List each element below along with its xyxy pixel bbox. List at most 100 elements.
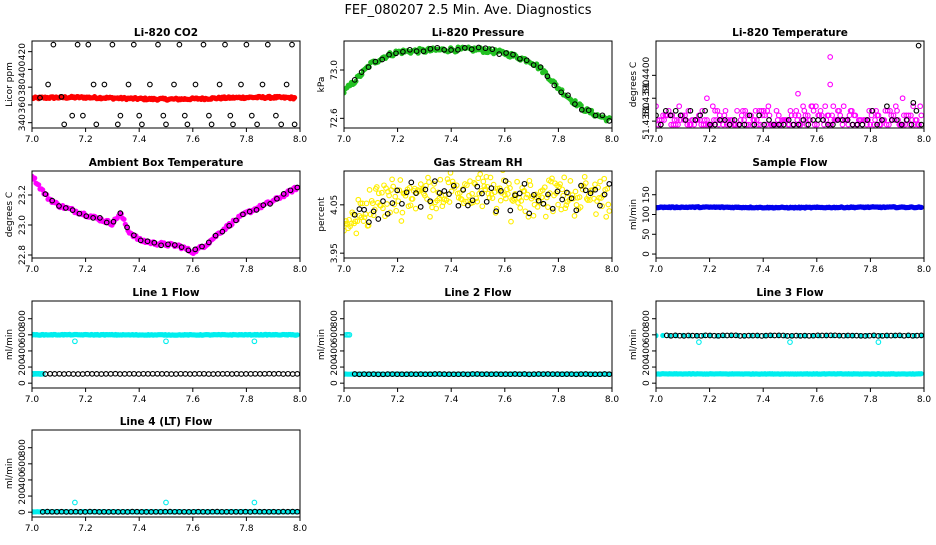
data-point [181, 112, 188, 119]
data-point [412, 205, 419, 212]
data-point [864, 117, 871, 123]
panel-7-data [32, 331, 300, 377]
panel-10-frame [31, 429, 301, 518]
data-point [474, 183, 481, 190]
data-point [884, 103, 890, 110]
data-point [168, 371, 175, 377]
data-point [346, 331, 353, 338]
data-point [578, 182, 584, 189]
data-point [582, 187, 589, 194]
panel-10-data [32, 499, 300, 515]
data-point [606, 208, 612, 214]
data-point [827, 54, 834, 60]
data-point [398, 218, 405, 224]
data-point [80, 112, 86, 119]
data-point [65, 370, 72, 377]
x-tick-label: 7.8 [551, 265, 566, 275]
panel-8-data [344, 331, 612, 378]
x-tick-label: 7.2 [78, 395, 92, 405]
data-point [455, 46, 461, 53]
y-tick-label: 360 [18, 96, 28, 113]
data-point [70, 371, 77, 377]
data-point [434, 44, 441, 51]
data-point [830, 121, 836, 128]
data-point [280, 191, 287, 197]
data-point [413, 48, 420, 54]
data-point [69, 112, 76, 119]
x-tick-label: 8.0 [605, 265, 620, 275]
x-tick-label: 7.4 [132, 524, 147, 534]
data-point [291, 121, 298, 128]
data-point [219, 371, 226, 377]
data-point [247, 371, 254, 377]
data-point [471, 180, 477, 186]
y-tick-label: 200 [642, 358, 652, 375]
data-point [139, 121, 145, 128]
data-point [469, 190, 475, 197]
data-point [187, 371, 193, 377]
panel-9-ylabel: ml/min [629, 329, 639, 360]
x-tick-label: 7.0 [649, 265, 664, 275]
data-point [480, 178, 487, 185]
data-point [274, 195, 280, 202]
data-point [392, 193, 399, 200]
data-point [497, 197, 504, 204]
data-point [606, 181, 612, 187]
y-tick-label: 600 [642, 326, 652, 343]
data-point [109, 41, 116, 48]
y-tick-label: 0 [18, 509, 28, 515]
data-point [800, 103, 806, 110]
panel-4-title: Ambient Box Temperature [89, 157, 244, 169]
data-point [852, 112, 859, 119]
panel-4-frame [31, 170, 301, 259]
data-point [562, 205, 569, 212]
data-point [222, 41, 228, 48]
data-point [367, 211, 374, 218]
data-point [905, 112, 912, 119]
data-point [817, 107, 824, 114]
data-point [465, 202, 471, 209]
data-point [427, 213, 433, 220]
data-point [230, 121, 236, 128]
data-point [252, 370, 259, 377]
data-point [171, 242, 178, 248]
data-point [278, 121, 285, 128]
data-point [417, 181, 424, 187]
y-tick-label: 4.05 [330, 195, 340, 215]
data-point [407, 202, 414, 209]
panel-9-data [656, 332, 924, 377]
series-l1-cyan-high [32, 331, 300, 338]
data-point [740, 107, 746, 114]
data-point [550, 208, 556, 215]
data-point [867, 121, 874, 128]
data-point [481, 183, 488, 190]
y-tick-label: 0 [642, 251, 652, 257]
data-point [62, 205, 69, 211]
data-point [743, 121, 750, 128]
x-tick-label: 7.0 [649, 135, 664, 145]
y-tick-label: 800 [642, 310, 652, 327]
data-point [787, 339, 793, 345]
data-point [545, 204, 551, 210]
data-point [563, 202, 570, 208]
data-point [721, 117, 728, 123]
series-l3-out [696, 339, 882, 345]
data-point [453, 182, 460, 189]
series-co2-black [37, 41, 298, 128]
data-point [357, 200, 364, 207]
data-point [561, 174, 568, 181]
data-point [696, 339, 702, 345]
x-tick-label: 8.0 [917, 265, 932, 275]
data-point [692, 117, 699, 123]
data-point [534, 204, 541, 210]
data-point [564, 189, 570, 196]
data-point [498, 188, 504, 194]
y-tick-label: 400 [330, 342, 340, 359]
data-point [685, 107, 692, 114]
y-tick-label: 600 [18, 326, 28, 343]
data-point [399, 209, 406, 216]
data-point [380, 205, 386, 212]
panel-7-ylabel: ml/min [5, 329, 15, 360]
